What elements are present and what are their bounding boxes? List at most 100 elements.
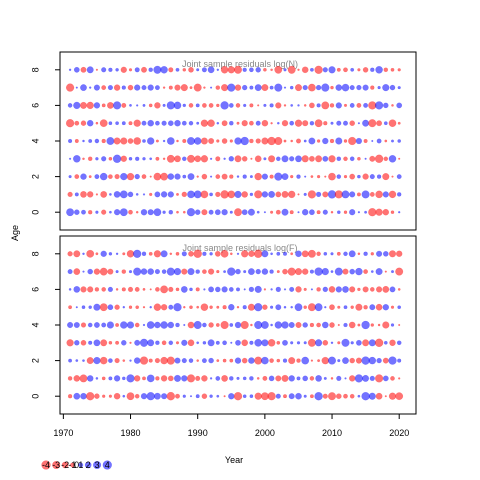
- bubble-logF-age7-2015: [363, 269, 369, 275]
- bubble-logN-age4-1983: [146, 137, 155, 145]
- bubble-logN-age4-1981: [133, 137, 142, 145]
- bubble-logF-age4-1994: [220, 320, 229, 330]
- bubble-logF-age6-2020: [397, 287, 401, 291]
- bubble-logF-age6-2014: [357, 287, 361, 292]
- bubble-logN-age2-2009: [324, 175, 327, 178]
- bubble-logF-age2-1973: [82, 359, 85, 363]
- bubble-logF-age3-1973: [80, 339, 87, 346]
- bubble-logF-age8-2017: [376, 250, 383, 257]
- bubble-logN-age2-1991: [201, 173, 208, 180]
- bubble-logF-age8-2018: [382, 250, 389, 257]
- bubble-logF-age3-2004: [290, 341, 294, 345]
- bubble-logF-age6-1984: [154, 286, 160, 292]
- bubble-logN-age7-1993: [215, 85, 221, 90]
- bubble-logN-age1-2004: [287, 190, 296, 199]
- bubble-logN-age2-1992: [209, 175, 213, 178]
- legend-label--4: -4: [42, 460, 50, 470]
- bubble-logN-age5-2000: [261, 119, 269, 127]
- bubble-logF-age7-1991: [201, 269, 207, 275]
- bubble-logN-age6-2020: [396, 102, 403, 109]
- bubble-logN-age1-1985: [160, 191, 168, 198]
- bubble-logF-age1-2006: [302, 375, 309, 382]
- bubble-logF-age7-1975: [93, 268, 101, 275]
- bubble-logF-age6-1978: [115, 288, 119, 291]
- bubble-logF-age8-1986: [169, 252, 173, 256]
- bubble-logN-age0-1982: [140, 208, 148, 216]
- bubble-logF-age6-2005: [295, 286, 302, 293]
- bubble-logN-age7-2006: [302, 84, 308, 91]
- bubble-logF-age4-1974: [87, 322, 93, 328]
- bubble-logN-age6-2009: [321, 101, 330, 110]
- bubble-logN-age2-2000: [261, 173, 269, 180]
- bubble-logN-age7-1988: [180, 83, 188, 92]
- bubble-logN-age8-2003: [283, 68, 287, 72]
- bubble-logN-age4-1971: [67, 138, 73, 144]
- bubble-logF-age1-1983: [146, 374, 155, 383]
- bubble-logN-age1-1990: [193, 190, 202, 199]
- bubble-logN-age2-1995: [229, 174, 234, 179]
- bubble-logN-age6-2015: [363, 102, 369, 108]
- bubble-logN-age4-2006: [303, 139, 307, 143]
- bubble-logN-age5-1990: [196, 121, 200, 125]
- bubble-logN-age0-2006: [301, 208, 309, 216]
- legend-bubble-1: [78, 462, 84, 468]
- bubble-logF-age4-1983: [146, 321, 155, 329]
- bubble-logN-age2-2004: [289, 174, 294, 179]
- bubble-logF-age3-1977: [108, 340, 113, 345]
- bubble-logN-age4-1975: [94, 138, 100, 144]
- bubble-logF-age1-1990: [195, 375, 201, 382]
- bubble-logF-age3-2009: [322, 339, 329, 346]
- bubble-logF-age1-2010: [330, 377, 334, 380]
- bubble-logF-age4-1995: [229, 323, 234, 327]
- bubble-logF-age4-2015: [361, 320, 370, 330]
- bubble-logF-age4-2006: [302, 322, 309, 328]
- bubble-logF-age7-1988: [181, 268, 188, 275]
- bubble-logN-age5-1988: [181, 120, 187, 126]
- legend: -4 -3 -2 -10 1 2 3 4 Year: [41, 455, 243, 470]
- bubble-logN-age6-1999: [257, 104, 260, 107]
- bubble-logF-age0-2013: [349, 393, 355, 399]
- bubble-logF-age4-1976: [101, 322, 107, 328]
- bubble-logF-age7-1976: [99, 267, 108, 276]
- bubble-logN-age7-1991: [203, 86, 206, 89]
- bubble-logF-age6-1982: [142, 287, 146, 291]
- bubble-logF-age7-1997: [243, 269, 247, 274]
- bubble-logN-age7-1998: [249, 85, 254, 90]
- bubble-logN-age0-1996: [233, 208, 243, 217]
- bubble-logF-age2-2016: [368, 356, 377, 365]
- bubble-logN-age5-1975: [95, 121, 99, 125]
- bubble-logF-age5-1987: [173, 302, 182, 312]
- bubble-logN-age4-1979: [120, 137, 128, 145]
- bubble-logF-age1-1999: [256, 377, 260, 380]
- bubble-logN-age1-1975: [95, 193, 99, 196]
- bubble-logN-age7-1977: [107, 84, 114, 91]
- bubble-logF-age8-1999: [253, 249, 263, 259]
- bubble-logN-age4-2002: [274, 136, 283, 146]
- bubble-logN-age6-1977: [106, 101, 114, 109]
- bubble-logF-age3-1993: [215, 340, 220, 345]
- bubble-logN-age5-2016: [368, 119, 377, 128]
- bubble-logF-age7-2004: [287, 267, 296, 276]
- bubble-logN-age2-1972: [74, 174, 80, 180]
- bubble-logF-age5-1999: [253, 302, 263, 312]
- bubble-logN-age4-2015: [363, 138, 368, 144]
- bubble-logN-age4-1982: [142, 139, 146, 143]
- bubble-logN-age1-2002: [275, 191, 282, 198]
- bubble-logN-age7-1982: [141, 85, 147, 91]
- bubble-logN-age3-2014: [357, 156, 361, 161]
- bubble-logN-age0-2012: [343, 210, 348, 214]
- bubble-logF-age6-2012: [342, 285, 349, 293]
- bubble-logN-age5-2020: [397, 121, 401, 125]
- bubble-logF-age4-1999: [254, 320, 263, 330]
- bubble-logN-age4-1974: [88, 138, 93, 144]
- bubble-logF-age7-2006: [301, 268, 309, 275]
- bubble-logN-age5-2001: [270, 121, 273, 125]
- bubble-logN-age8-2019: [390, 67, 395, 72]
- bubble-logN-age4-1997: [240, 136, 249, 146]
- bubble-logN-age5-1985: [161, 120, 167, 126]
- bubble-logF-age3-1987: [175, 341, 180, 345]
- bubble-logN-age3-1997: [241, 155, 248, 162]
- legend-label-1: 1: [78, 460, 83, 470]
- bubble-logN-age8-1989: [188, 66, 194, 73]
- bubble-logF-age5-1978: [114, 304, 120, 310]
